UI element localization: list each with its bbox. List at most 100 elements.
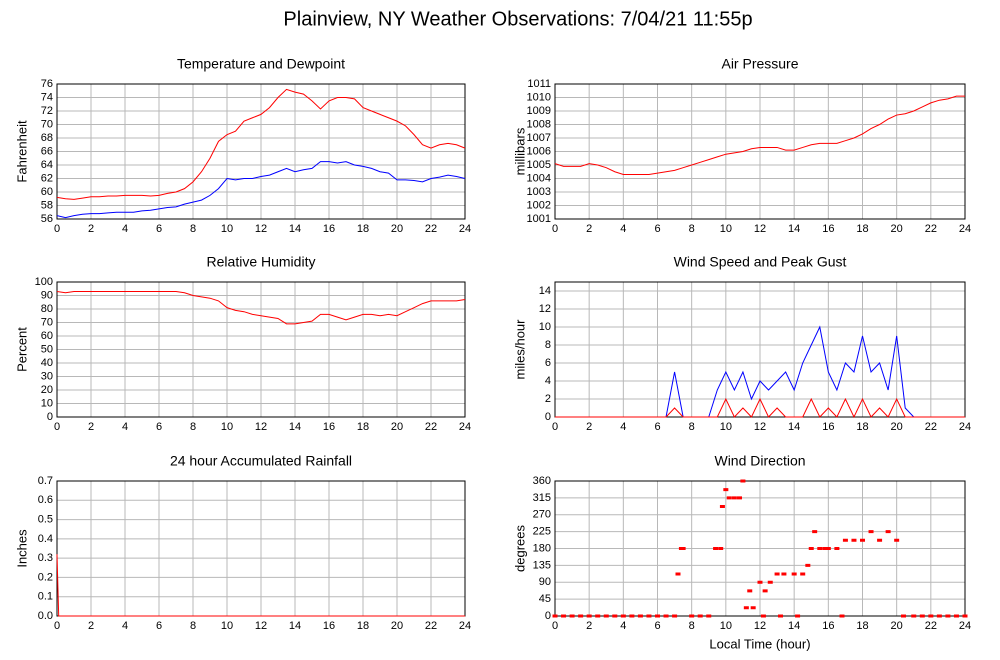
x-tick-label: 12 [255,223,267,235]
x-tick-label: 0 [552,223,558,235]
x-tick-label: 6 [156,620,162,632]
data-point [747,589,753,593]
data-point [805,563,811,567]
x-tick-label: 6 [654,421,660,433]
x-tick-label: 20 [391,421,403,433]
data-point [629,614,635,618]
x-tick-label: 22 [425,421,437,433]
data-point [919,614,925,618]
y-tick-label: 270 [533,509,551,521]
x-tick-label: 16 [822,421,834,433]
y-tick-label: 0.7 [38,475,53,487]
data-point [637,614,643,618]
x-tick-label: 14 [788,620,800,632]
x-tick-label: 20 [891,223,903,235]
data-point [839,614,845,618]
x-tick-label: 2 [586,620,592,632]
data-point [719,505,725,508]
y-tick-label: 60 [41,186,53,198]
y-tick-label: 70 [41,118,53,130]
data-point [860,538,865,542]
x-tick-label: 0 [54,223,60,235]
data-point [842,538,848,542]
x-tick-label: 18 [357,421,369,433]
data-point [911,614,917,618]
data-point [834,547,840,550]
data-line [56,290,466,325]
y-tick-label: 60 [41,330,53,342]
data-point [675,572,681,576]
y-tick-label: 1009 [527,105,551,117]
data-point [561,614,567,618]
data-point [706,614,712,618]
y-tick-label: 0.6 [38,494,53,506]
y-axis-label: degrees [512,525,527,572]
y-tick-label: 90 [539,576,551,588]
x-tick-label: 18 [357,620,369,632]
x-tick-label: 22 [925,620,937,632]
y-tick-label: 1005 [527,159,551,171]
x-axis-label: Local Time (hour) [709,636,810,651]
x-tick-label: 4 [122,620,128,632]
data-point [760,614,766,618]
x-tick-label: 10 [221,620,233,632]
chart-title: 24 hour Accumulated Rainfall [170,453,352,469]
x-tick-label: 20 [891,421,903,433]
data-point [928,614,934,618]
x-tick-label: 4 [122,223,128,235]
plot-frame [554,83,966,220]
x-tick-label: 16 [323,223,335,235]
data-point [868,530,874,534]
x-tick-label: 22 [425,620,437,632]
y-axis-label: millibars [512,127,527,175]
data-point [901,614,906,618]
x-tick-label: 14 [289,421,301,433]
data-point [726,496,732,500]
x-tick-label: 4 [620,421,626,433]
data-point [731,496,737,500]
x-tick-label: 24 [459,620,471,632]
chart-title: Relative Humidity [207,254,316,270]
y-tick-label: 1010 [527,91,551,103]
data-line [554,95,965,175]
y-tick-label: 68 [41,132,53,144]
x-tick-label: 2 [88,223,94,235]
y-tick-label: 20 [41,384,53,396]
y-tick-label: 8 [545,339,551,351]
y-tick-label: 2 [545,393,551,405]
data-point [962,614,968,618]
y-tick-label: 0.4 [38,533,53,545]
data-point [578,614,584,618]
data-point [822,547,828,550]
data-point [817,547,823,550]
data-point [586,614,592,618]
y-tick-label: 74 [41,91,53,103]
y-tick-label: 1008 [527,118,551,130]
x-tick-label: 4 [620,223,626,235]
y-tick-label: 180 [533,542,551,554]
plot-frame [56,83,466,220]
data-point [723,488,729,492]
x-tick-label: 6 [654,223,660,235]
x-tick-label: 24 [959,421,971,433]
x-tick-label: 18 [856,620,868,632]
x-tick-label: 0 [552,421,558,433]
y-tick-label: 1006 [527,145,551,157]
x-tick-label: 6 [654,620,660,632]
data-point [750,606,756,610]
x-tick-label: 22 [925,421,937,433]
x-tick-label: 16 [323,620,335,632]
y-tick-label: 10 [41,397,53,409]
y-tick-label: 100 [35,276,53,288]
data-point [936,614,942,618]
x-tick-label: 2 [88,620,94,632]
x-tick-label: 24 [959,223,971,235]
x-tick-label: 12 [754,620,766,632]
y-tick-label: 0 [545,610,551,622]
x-tick-label: 12 [255,421,267,433]
y-tick-label: 80 [41,303,53,315]
x-tick-label: 8 [190,223,196,235]
x-tick-label: 8 [190,620,196,632]
x-tick-label: 8 [689,620,695,632]
data-point [743,606,749,610]
